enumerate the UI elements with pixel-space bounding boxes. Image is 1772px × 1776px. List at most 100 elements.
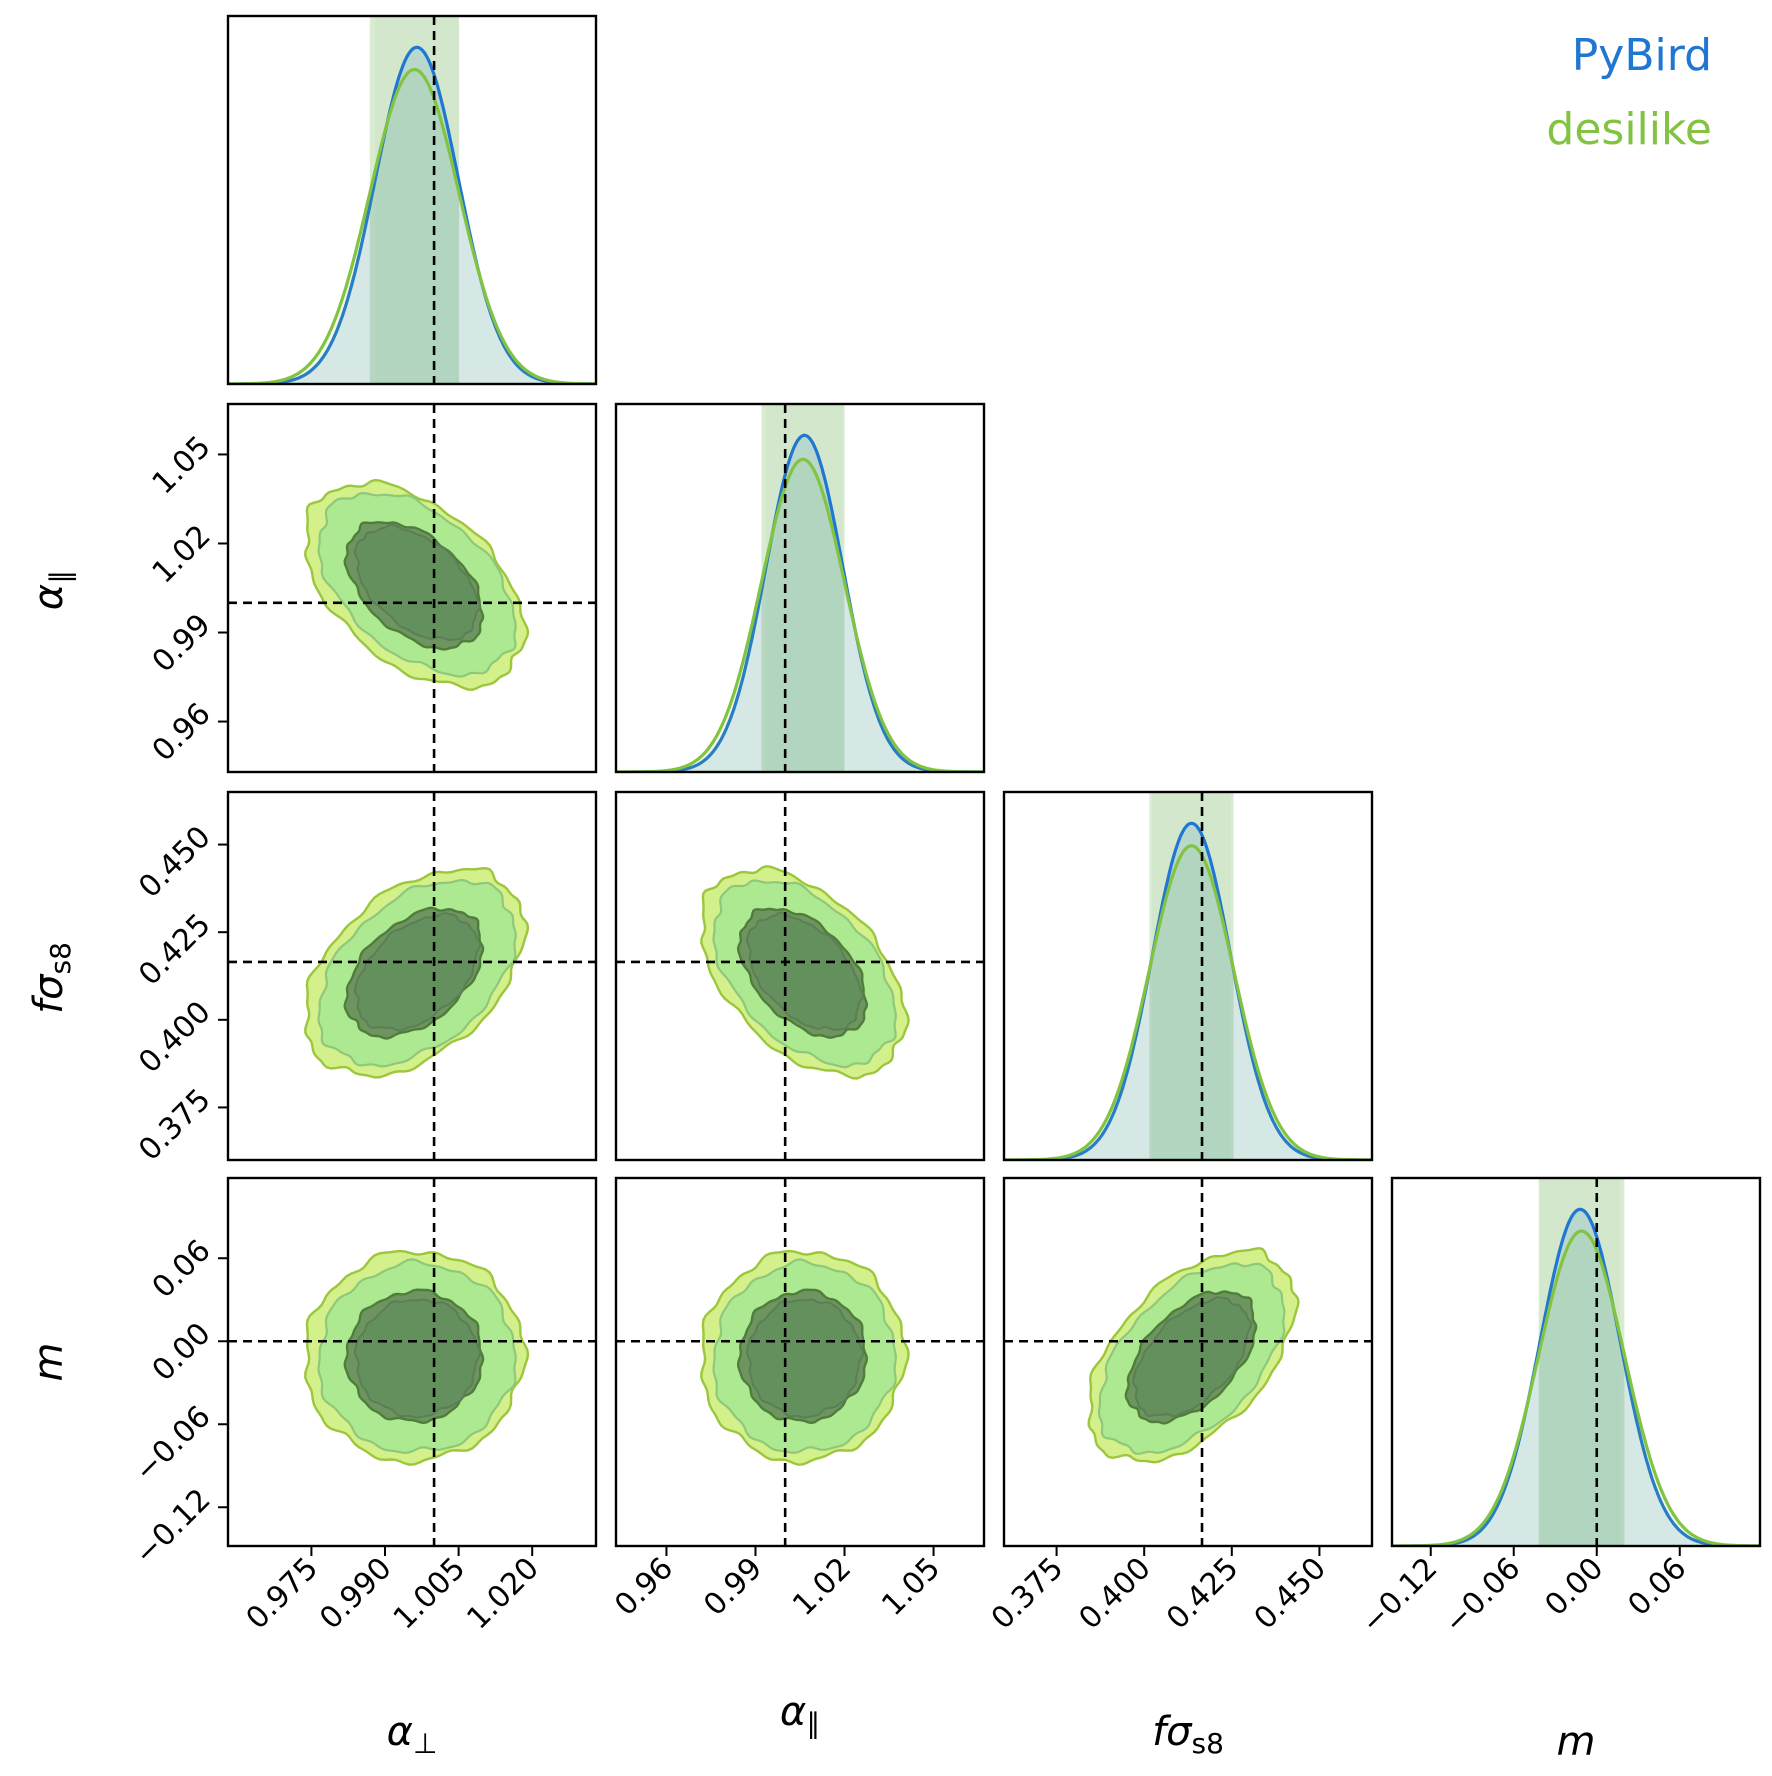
x-tick-label: −0.12 (1355, 1551, 1445, 1641)
panel-frame (1002, 790, 1374, 1162)
contour-68-PyBird (353, 912, 482, 1032)
y-tick-label: 0.99 (146, 607, 218, 679)
panel-content (616, 792, 984, 1160)
panel-frame (226, 790, 598, 1162)
panel-frame (614, 1176, 986, 1548)
x-tick-label: −0.06 (1438, 1551, 1528, 1641)
x-tick-label: 0.425 (1160, 1551, 1245, 1636)
contour-68-PyBird (1132, 1296, 1253, 1418)
x-tick-label: 0.450 (1248, 1551, 1333, 1636)
x-axis-label-alpha-par: α∥ (780, 1689, 820, 1740)
panel-content (228, 1178, 596, 1546)
panel-content (228, 792, 596, 1160)
curve-PyBird (616, 433, 984, 772)
fill-desilike (228, 69, 596, 384)
fill-PyBird (228, 47, 596, 384)
x-axis-label-alpha-perp: α⊥ (387, 1709, 438, 1760)
x-tick-label: 0.975 (240, 1551, 325, 1636)
y-tick-label: 0.400 (132, 995, 217, 1080)
y-tick-label: 0.450 (132, 819, 217, 904)
axis-label-main: m (26, 1343, 72, 1382)
contour-68-PyBird (746, 1298, 865, 1419)
y-tick-label: 0.00 (146, 1316, 218, 1388)
x-axis-label-m: m (1557, 1719, 1596, 1765)
axis-label-main: fσ (1152, 1709, 1193, 1755)
panel-alpha_par-fsigma_s8 (614, 790, 986, 1162)
contour-68-PyBird (353, 1298, 482, 1419)
panel-alpha_par-alpha_par (614, 402, 986, 774)
axis-label-sub: ∥ (806, 1707, 820, 1740)
panel-content (228, 16, 596, 384)
panel-content (1392, 1178, 1760, 1546)
panel-frame (614, 790, 986, 1162)
x-tick-label: 1.005 (387, 1551, 472, 1636)
fill-desilike (1392, 1231, 1760, 1546)
panel-m-m: −0.12−0.06 0.00 0.06 (1355, 1176, 1762, 1641)
panel-frame (226, 1176, 598, 1548)
y-tick-label: 0.375 (132, 1082, 217, 1167)
curve-PyBird (228, 45, 596, 384)
x-tick-label: 0.375 (985, 1551, 1070, 1636)
y-tick-label: 1.02 (146, 518, 218, 590)
y-tick-label: 0.96 (146, 696, 218, 768)
curve-desilike (1004, 844, 1372, 1160)
panel-frame (226, 402, 598, 774)
y-axis-label-fsigma: fσs8 (26, 942, 77, 1014)
axis-label-sub: ∥ (44, 570, 77, 584)
panel-fsigma_s8-m: 0.375 0.400 0.425 0.450 (985, 1176, 1374, 1636)
y-axis-label-m: m (26, 1343, 72, 1382)
fill-desilike (616, 459, 984, 772)
panel-alpha_par-m: 0.96 0.99 1.02 1.05 (608, 1176, 986, 1623)
x-tick-label: 1.02 (786, 1551, 858, 1623)
panel-frame (1002, 1176, 1374, 1548)
fill-PyBird (616, 435, 984, 772)
band-desilike (761, 404, 845, 772)
fill-PyBird (1392, 1209, 1760, 1546)
fill-desilike (1004, 845, 1372, 1160)
curve-desilike (1392, 1229, 1760, 1546)
band-desilike (1149, 792, 1234, 1160)
x-tick-label: 1.020 (460, 1551, 545, 1636)
panel-content (1004, 792, 1372, 1160)
panel-alpha_perp-alpha_par: 0.96 0.99 1.02 1.05 (146, 402, 598, 774)
y-tick-label: 1.05 (146, 429, 218, 501)
y-tick-label: −0.12 (128, 1482, 218, 1572)
panel-frame (614, 402, 986, 774)
x-axis-label-fsigma: fσs8 (1152, 1709, 1224, 1760)
panel-frame (226, 14, 598, 386)
legend-entry-PyBird: PyBird (1572, 30, 1712, 81)
axis-label-main: m (1557, 1719, 1596, 1765)
band-desilike (1538, 1178, 1625, 1546)
x-tick-label: 0.96 (608, 1551, 680, 1623)
panel-frame (1390, 1176, 1762, 1548)
legend-entry-desilike: desilike (1546, 104, 1712, 155)
axis-label-sub: s8 (44, 942, 77, 974)
panel-content (228, 404, 596, 772)
panel-content (1004, 1178, 1372, 1546)
axis-label-sub: s8 (1192, 1727, 1224, 1760)
fill-PyBird (1004, 823, 1372, 1160)
x-tick-label: 0.990 (313, 1551, 398, 1636)
y-tick-label: 0.425 (132, 907, 217, 992)
panel-content (616, 1178, 984, 1546)
axis-label-main: α (780, 1689, 806, 1735)
axis-label-main: α (387, 1709, 413, 1755)
y-tick-label: −0.06 (128, 1399, 218, 1489)
contour-68-PyBird (353, 523, 482, 641)
panel-alpha_perp-alpha_perp (226, 14, 598, 386)
contour-68-PyBird (746, 911, 865, 1031)
x-tick-label: 0.00 (1538, 1551, 1610, 1623)
axis-label-main: fσ (26, 973, 72, 1014)
axis-label-main: α (26, 584, 72, 610)
axis-label-sub: ⊥ (413, 1727, 437, 1760)
x-tick-label: 0.400 (1072, 1551, 1157, 1636)
x-tick-label: 0.06 (1621, 1551, 1693, 1623)
x-tick-label: 1.05 (875, 1551, 947, 1623)
panel-content (616, 404, 984, 772)
x-tick-label: 0.99 (697, 1551, 769, 1623)
panel-fsigma_s8-fsigma_s8 (1002, 790, 1374, 1162)
y-axis-label-alpha-par: α∥ (26, 570, 77, 610)
curve-desilike (616, 457, 984, 772)
